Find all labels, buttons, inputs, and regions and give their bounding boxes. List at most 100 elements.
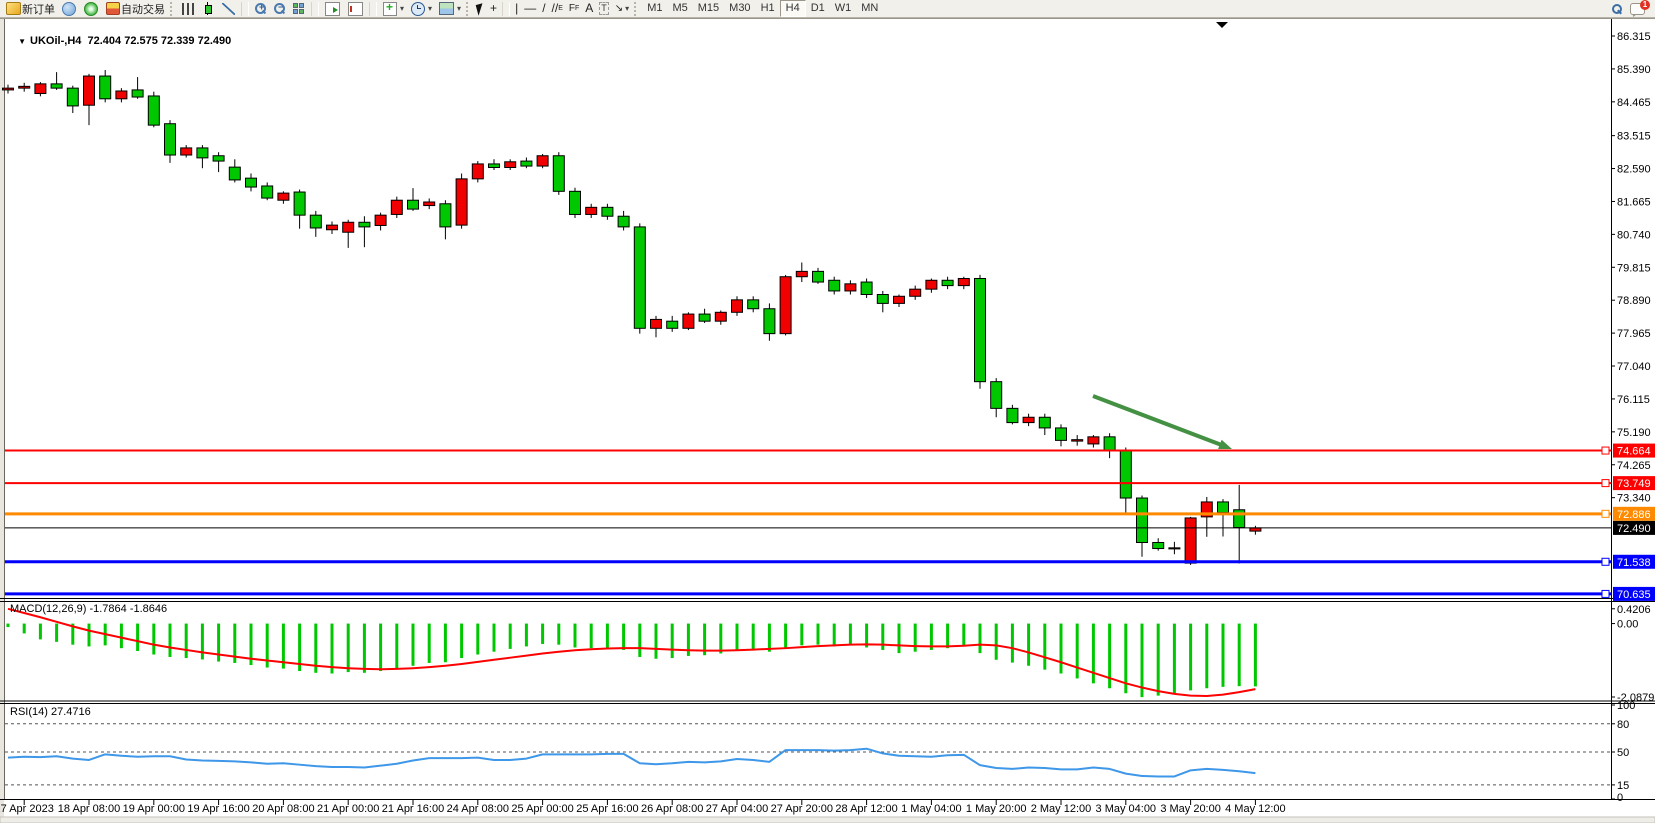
trend-arrow-annotation[interactable]: [1092, 394, 1232, 450]
date-label: 27 Apr 04:00: [706, 803, 768, 815]
trendline-button[interactable]: /: [539, 1, 548, 17]
chevron-down-icon: ▾: [400, 4, 405, 13]
candle-down: [633, 226, 646, 329]
candle-down: [147, 95, 160, 126]
line-handle[interactable]: [1601, 509, 1610, 518]
text-label-button[interactable]: T: [596, 1, 612, 17]
mql5-community-button[interactable]: [58, 1, 80, 17]
price-badge: [1613, 443, 1655, 458]
window-frame: [0, 18, 1655, 823]
cursor-button[interactable]: [474, 1, 487, 17]
svg-text:78.890: 78.890: [1617, 295, 1651, 307]
candle-up: [650, 318, 662, 329]
periods-button[interactable]: ▾: [407, 1, 435, 17]
auto-trading-button[interactable]: 自动交易: [102, 1, 168, 17]
macd-indicator-label: MACD(12,26,9) -1.7864 -1.8646: [10, 603, 168, 615]
crosshair-button[interactable]: +: [487, 1, 500, 17]
candlestick-chart-icon: [202, 2, 214, 15]
auto-trading-icon: [106, 2, 120, 15]
candle-down: [488, 163, 500, 168]
chat-button[interactable]: 1: [1626, 0, 1650, 17]
candle-up: [731, 299, 743, 313]
candle-up: [844, 283, 857, 292]
candle-down: [941, 279, 954, 287]
vertical-line-icon: |: [515, 1, 519, 15]
new-order-button[interactable]: 新订单: [2, 1, 58, 17]
auto-scroll-button[interactable]: [321, 1, 344, 17]
timeframe-d1[interactable]: D1: [810, 2, 825, 14]
price-badge: [1613, 520, 1655, 535]
zoom-out-button[interactable]: −: [270, 1, 289, 17]
candle-up: [1184, 517, 1197, 564]
vertical-line-button[interactable]: |: [512, 1, 521, 17]
text-tool-button[interactable]: A: [582, 1, 596, 17]
equidistant-channel-button[interactable]: // E: [551, 1, 563, 15]
timeframe-h1[interactable]: H1: [760, 2, 775, 14]
candle-up: [957, 277, 970, 287]
chart-shift-marker-icon[interactable]: [1216, 22, 1228, 28]
candle-down: [763, 308, 776, 335]
candle-down: [309, 214, 322, 229]
candle-up: [714, 311, 727, 322]
line-handle[interactable]: [1601, 446, 1610, 455]
date-label: 26 Apr 08:00: [641, 803, 703, 815]
toolbar-separator: [369, 1, 377, 16]
svg-text:0.4206: 0.4206: [1617, 604, 1651, 616]
candle-up: [180, 147, 193, 156]
line-handle[interactable]: [1601, 589, 1610, 598]
line-handle[interactable]: [1601, 557, 1610, 566]
timeframe-m1[interactable]: M1: [647, 2, 663, 14]
date-label: 27 Apr 20:00: [771, 803, 833, 815]
add-indicator-button[interactable]: ▾: [379, 0, 407, 17]
candle-down: [1136, 497, 1148, 543]
candle-down: [1217, 501, 1229, 514]
candle-down: [974, 277, 986, 383]
price-badge: [1613, 506, 1655, 521]
candle-down: [990, 381, 1003, 409]
timeframe-mn[interactable]: MN: [861, 2, 879, 14]
svg-text:84.465: 84.465: [1617, 97, 1651, 109]
horizontal-line-button[interactable]: —: [521, 1, 539, 17]
timeframe-m5[interactable]: M5: [672, 2, 688, 14]
tile-windows-button[interactable]: [289, 1, 309, 17]
line-chart-button[interactable]: [218, 1, 239, 17]
svg-text:86.315: 86.315: [1617, 31, 1651, 43]
chart-shift-button[interactable]: [344, 1, 367, 17]
bar-chart-button[interactable]: [178, 1, 198, 17]
svg-text:85.390: 85.390: [1617, 64, 1651, 76]
candle-down: [1152, 541, 1165, 550]
arrows-tool-button[interactable]: ↘ ▾: [612, 1, 632, 17]
timeframe-w1[interactable]: W1: [834, 2, 852, 14]
zoom-in-button[interactable]: +: [251, 1, 270, 17]
search-button[interactable]: [1608, 1, 1626, 17]
timeframe-m30[interactable]: M30: [729, 2, 751, 14]
price-badge-label: 71.538: [1617, 557, 1651, 569]
date-label: 4 May 12:00: [1225, 803, 1286, 815]
line-chart-icon: [222, 2, 235, 15]
symbol-dropdown-icon[interactable]: ▼: [18, 37, 27, 46]
price-lines[interactable]: 74.664 73.749 72.886 72.490 71.538 70.635: [5, 443, 1655, 601]
candlestick-chart-button[interactable]: [198, 1, 218, 17]
signals-button[interactable]: [80, 1, 102, 17]
templates-button[interactable]: ▾: [435, 1, 464, 17]
crosshair-icon: +: [490, 1, 498, 15]
zoom-out-icon: −: [274, 2, 285, 14]
toolbar-grip: [466, 1, 472, 16]
arrow-line[interactable]: [1092, 394, 1226, 449]
svg-text:80: 80: [1617, 719, 1629, 731]
signals-icon: [84, 1, 98, 16]
notification-badge: 1: [1640, 0, 1650, 10]
timeframe-h4[interactable]: H4: [779, 0, 806, 17]
candle-down: [698, 313, 711, 322]
svg-text:80.740: 80.740: [1617, 229, 1651, 241]
symbol-title[interactable]: ▼ UKOil-,H4 72.404 72.575 72.339 72.490: [12, 23, 231, 47]
candle-down: [552, 155, 565, 192]
timeframe-m15[interactable]: M15: [697, 2, 720, 14]
line-handle[interactable]: [1601, 479, 1610, 488]
candle-up: [1200, 501, 1213, 518]
text-tool-icon: A: [585, 1, 594, 15]
candle-up: [2, 87, 14, 91]
date-label: 19 Apr 16:00: [187, 803, 249, 815]
fibonacci-button[interactable]: F F: [568, 3, 580, 14]
